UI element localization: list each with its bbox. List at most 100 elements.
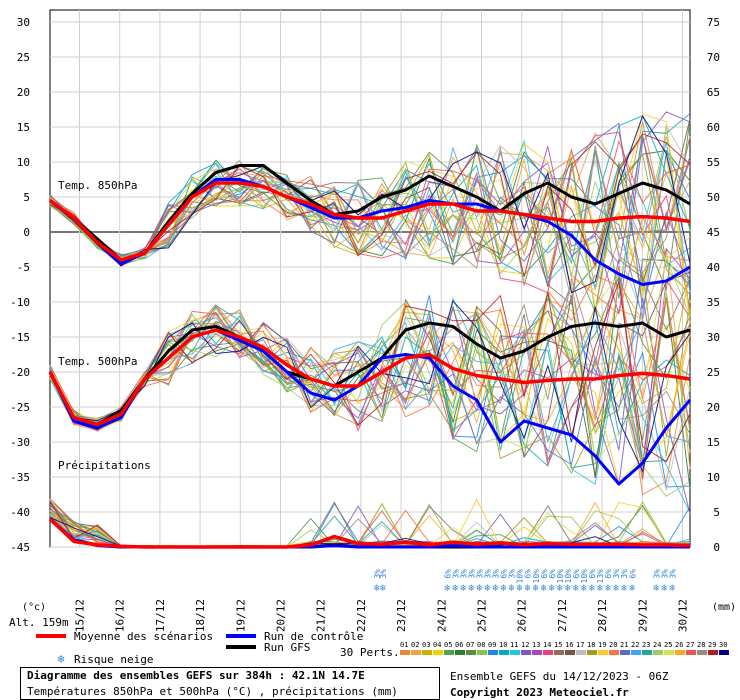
right-tick-label: 50 (707, 191, 720, 204)
legend-pert-number: 15 (554, 641, 562, 649)
legend-gfs-label: Run GFS (264, 641, 310, 654)
snowflake-icon: ❄ (605, 583, 612, 594)
legend-pert-swatch (565, 650, 575, 655)
snowflake-icon: ❄ (669, 583, 676, 594)
right-tick-label: 15 (707, 436, 720, 449)
snowflake-icon: ❄ (525, 583, 532, 594)
pert-line-t850 (49, 133, 691, 277)
snow-risk-pct: 10% (580, 569, 589, 584)
legend-pert-swatch (433, 650, 443, 655)
legend-pert-swatch (444, 650, 454, 655)
snowflake-icon: ❄ (565, 583, 572, 594)
legend-pert-swatch (521, 650, 531, 655)
snow-risk-pct: 3% (652, 569, 661, 579)
pert-line-t850 (49, 168, 691, 315)
panel-label-t500: Temp. 500hPa (58, 355, 137, 368)
series-line-t500 (48, 321, 691, 426)
right-tick-label: 30 (707, 331, 720, 344)
legend-pert-number: 21 (620, 641, 628, 649)
snowflake-icon: ❄ (541, 583, 548, 594)
main-series-lines (48, 164, 692, 549)
x-tick-label: 16/12 (114, 599, 127, 632)
legend-pert-swatch (653, 650, 663, 655)
x-tick-label: 27/12 (556, 599, 569, 632)
legend-pert-number: 25 (664, 641, 672, 649)
snowflake-icon: ❄ (589, 583, 596, 594)
right-axis-label: (mm) (712, 602, 736, 613)
legend-pert-swatch (488, 650, 498, 655)
pert-line-t850 (49, 139, 691, 263)
left-tick-label: -40 (10, 506, 30, 519)
series-line-t500 (48, 328, 691, 427)
pert-line-t500 (49, 317, 691, 444)
legend-snow-label: Risque neige (74, 653, 153, 666)
left-tick-label: 10 (17, 156, 30, 169)
right-tick-label: 75 (707, 16, 720, 29)
right-tick-label: 35 (707, 296, 720, 309)
legend-pert-number: 10 (499, 641, 507, 649)
left-tick-label: -25 (10, 401, 30, 414)
snow-risk-pct: 3% (459, 569, 468, 579)
pert-line-t850 (49, 141, 691, 293)
legend-pert-number: 23 (642, 641, 650, 649)
legend-pert-swatch (587, 650, 597, 655)
snow-risk-pct: 13% (596, 569, 605, 584)
left-tick-label: 30 (17, 16, 30, 29)
snowflake-icon: ❄ (493, 583, 500, 594)
legend-pert-number: 30 (719, 641, 727, 649)
panel-label-t850: Temp. 850hPa (58, 179, 137, 192)
pert-line-t500 (49, 299, 691, 473)
snowflake-icon: ❄ (517, 583, 524, 594)
snow-risk-pct: 6% (572, 569, 581, 579)
snow-risk-pct: 3% (508, 569, 517, 579)
snow-risk-pct: 3% (475, 569, 484, 579)
legend-pert-number: 27 (686, 641, 694, 649)
legend-pert-swatch (697, 650, 707, 655)
altitude-label: Alt. 159m (9, 616, 69, 629)
snow-risk-pct: 6% (500, 569, 509, 579)
right-tick-label: 25 (707, 366, 720, 379)
snow-risk-pct: 6% (548, 569, 557, 579)
snowflake-icon: ❄ (452, 583, 459, 594)
right-tick-label: 65 (707, 86, 720, 99)
legend-pert-number: 28 (697, 641, 705, 649)
series-line-precip (48, 517, 691, 549)
right-tick-label: 70 (707, 51, 720, 64)
x-tick-label: 29/12 (636, 599, 649, 632)
left-tick-label: -10 (10, 296, 30, 309)
legend-pert-swatch (642, 650, 652, 655)
snow-risk-pct: 6% (588, 569, 597, 579)
legend-pert-swatch (598, 650, 608, 655)
snowflake-icon: ❄ (374, 583, 381, 594)
left-tick-label: 0 (23, 226, 30, 239)
legend-pert-swatch (620, 650, 630, 655)
pert-line-precip (49, 510, 691, 548)
snow-risk-pct: 6% (604, 569, 613, 579)
snowflake-icon: ❄ (557, 583, 564, 594)
legend-pert-swatch (609, 650, 619, 655)
right-tick-label: 40 (707, 261, 720, 274)
left-tick-label: -20 (10, 366, 30, 379)
snow-risk-pct: 3% (668, 569, 677, 579)
pert-line-precip (49, 500, 691, 548)
snow-risk-pct: 10% (516, 569, 525, 584)
snow-risk-pct: 3% (467, 569, 476, 579)
snowflake-icon: ❄ (533, 583, 540, 594)
x-tick-label: 18/12 (194, 599, 207, 632)
x-tick-label: 15/12 (74, 599, 87, 632)
pert-line-t500 (49, 304, 691, 469)
snow-risk-pct: 3% (451, 569, 460, 579)
snowflake-icon: ❄ (444, 583, 451, 594)
legend-pert-number: 14 (543, 641, 551, 649)
legend-pert-swatch (543, 650, 553, 655)
x-tick-label: 23/12 (395, 599, 408, 632)
snowflake-icon: ❄ (613, 583, 620, 594)
legend-pert-number: 02 (411, 641, 419, 649)
legend: Moyenne des scénarios Run de contrôleRun … (36, 630, 729, 666)
legend-pert-swatch (686, 650, 696, 655)
left-tick-label: 5 (23, 191, 30, 204)
x-tick-label: 30/12 (677, 599, 690, 632)
legend-pert-number: 05 (444, 641, 452, 649)
